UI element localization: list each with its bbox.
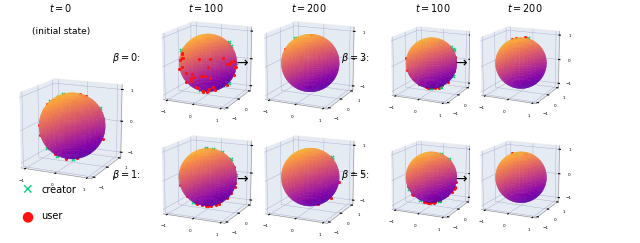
Text: $\beta = 5$:: $\beta = 5$: <box>341 168 370 182</box>
Text: user: user <box>42 211 63 221</box>
Text: $t = 100$: $t = 100$ <box>188 2 224 14</box>
Text: $t = 100$: $t = 100$ <box>415 2 451 14</box>
Text: ●: ● <box>21 209 33 223</box>
Text: →: → <box>236 56 248 70</box>
Text: $t = 200$: $t = 200$ <box>291 2 327 14</box>
Text: $t = 0$: $t = 0$ <box>49 2 72 14</box>
Text: $\beta = 1$:: $\beta = 1$: <box>112 168 141 182</box>
Text: $\beta = 3$:: $\beta = 3$: <box>341 51 370 65</box>
Text: (initial state): (initial state) <box>31 27 90 36</box>
Text: →: → <box>455 56 467 70</box>
Text: →: → <box>236 173 248 187</box>
Text: ✕: ✕ <box>21 182 33 197</box>
Text: creator: creator <box>42 184 76 195</box>
Text: →: → <box>455 173 467 187</box>
Text: $t = 200$: $t = 200$ <box>507 2 543 14</box>
Text: $\beta = 0$:: $\beta = 0$: <box>112 51 141 65</box>
